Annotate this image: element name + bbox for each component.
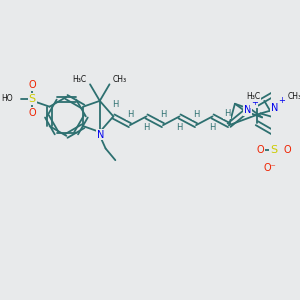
Text: H₃C: H₃C (72, 75, 86, 84)
Text: H: H (112, 100, 118, 109)
Text: H: H (143, 123, 150, 132)
Text: N: N (97, 130, 104, 140)
Text: S: S (28, 94, 36, 104)
Text: N: N (244, 105, 251, 115)
Text: H: H (160, 110, 166, 119)
Text: O⁻: O⁻ (264, 164, 277, 173)
Text: O: O (28, 107, 36, 118)
Text: O: O (284, 146, 291, 155)
Text: H: H (209, 123, 216, 132)
Text: O: O (256, 146, 264, 155)
Text: N: N (271, 103, 279, 113)
Text: O: O (28, 80, 36, 90)
Text: HO: HO (2, 94, 13, 103)
Text: CH₃: CH₃ (113, 75, 127, 84)
Text: H: H (193, 110, 199, 119)
Text: H₃C: H₃C (247, 92, 261, 101)
Text: S: S (270, 146, 277, 155)
Text: H: H (127, 110, 133, 119)
Text: CH₃: CH₃ (287, 92, 300, 101)
Text: H: H (224, 109, 230, 118)
Text: H: H (176, 123, 183, 132)
Text: +: + (278, 96, 285, 105)
Text: +: + (251, 98, 258, 107)
